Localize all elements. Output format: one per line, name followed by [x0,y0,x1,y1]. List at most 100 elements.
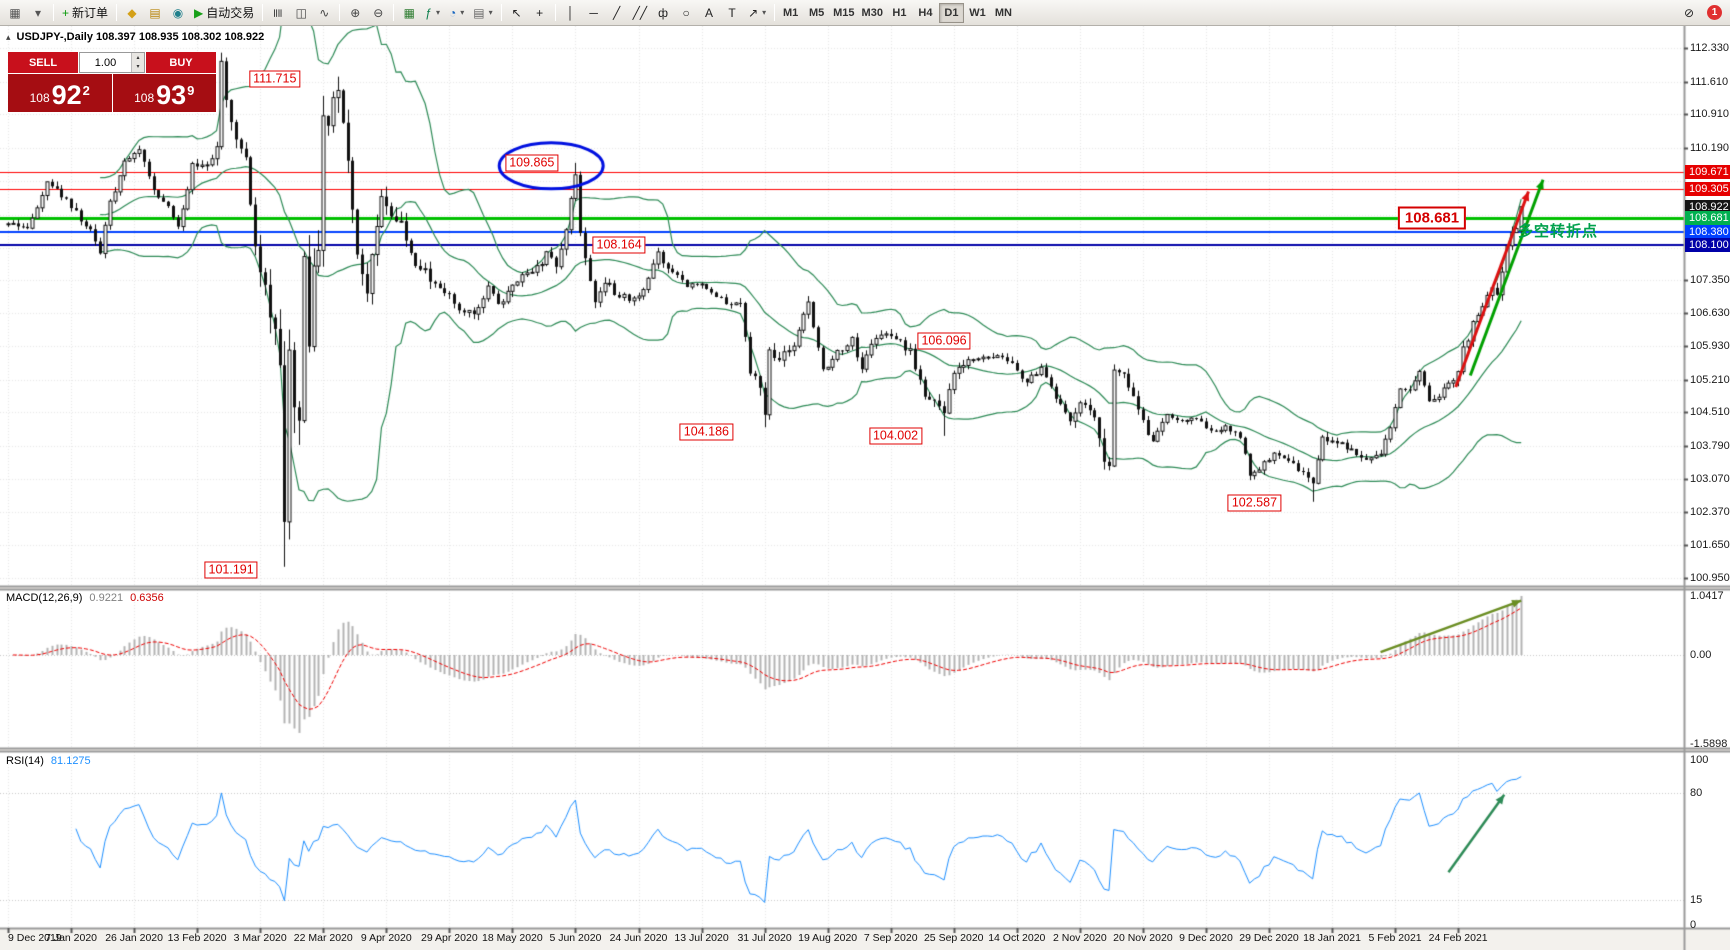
channel-button[interactable]: ╱╱ [629,2,651,23]
toolbar-right: ⊘ 1 [1678,2,1726,23]
timeframe-w1-button[interactable]: W1 [965,3,990,23]
swing-price-label[interactable]: 106.096 [917,332,971,350]
date-axis-label: 26 Jan 2020 [105,932,163,944]
price-axis-marker: 109.305 [1685,182,1730,196]
swing-price-label[interactable]: 109.865 [505,154,559,172]
vertical-line-button[interactable]: │ [560,2,582,23]
ask-prefix: 108 [134,91,155,105]
toolbar-separator [116,4,118,21]
date-axis-label: 7 Sep 2020 [863,932,918,944]
new-chart-button[interactable]: ▦ [4,2,26,23]
text-label-icon: T [728,5,736,20]
price-axis-label: 107.350 [1690,273,1730,286]
sell-price-button[interactable]: 108 92 2 [8,74,112,112]
new-order-button[interactable]: + 新订单 [58,2,112,23]
zoom-in-button[interactable]: ⊕ [344,2,366,23]
line-chart-button[interactable]: ∿ [313,2,335,23]
rsi-value: 81.1275 [50,755,91,767]
price-axis-label: 100.950 [1690,572,1730,584]
symbol-info-line: ▴ USDJPY-,Daily 108.397 108.935 108.302 … [6,31,264,43]
buy-button[interactable]: BUY [146,52,216,73]
annotation-text[interactable]: 多空转折点 [1518,223,1599,240]
cursor-button[interactable]: ↖ [506,2,528,23]
templates-button[interactable]: ▤ ▾ [469,2,496,23]
tile-windows-button[interactable]: ▦ [398,2,420,23]
timeframe-d1-button[interactable]: D1 [938,2,964,23]
price-axis-label: 110.190 [1690,141,1729,154]
swing-price-label[interactable]: 104.186 [679,423,733,441]
chart-window: ▴ USDJPY-,Daily 108.397 108.935 108.302 … [0,26,1730,950]
price-axis-label: 105.210 [1690,373,1730,386]
timeframe-mn-button[interactable]: MN [991,3,1016,23]
indicator-axis-label: 0.00 [1690,649,1712,661]
indicator-axis-label: 0 [1690,919,1697,931]
indicator-axis-label: 1.0417 [1690,590,1724,602]
shapes-button[interactable]: ○ [675,2,697,23]
volume-input[interactable] [80,53,131,72]
zoom-out-icon: ⊖ [373,5,384,20]
date-axis-label: 13 Jul 2020 [674,932,729,944]
macd-signal-value: 0.6356 [130,592,164,604]
rsi-indicator-label: RSI(14) 81.1275 [6,755,91,767]
new-order-label: 新订单 [72,6,109,20]
swing-price-label[interactable]: 102.587 [1227,494,1282,512]
trendline-button[interactable]: ╱ [606,2,628,23]
autotrading-button[interactable]: ▶ 自动交易 [190,2,258,23]
zoom-out-button[interactable]: ⊖ [367,2,389,23]
arrows-button[interactable]: ↗ ▾ [744,2,770,23]
notification-badge[interactable]: 1 [1707,5,1722,20]
rsi-name: RSI(14) [6,755,44,767]
price-axis-marker: 108.380 [1685,225,1730,239]
one-click-trading-panel: SELL ▴ ▾ BUY 108 92 2 108 [8,52,216,112]
profiles-button[interactable]: ▤ [144,2,166,23]
timeframe-m30-button[interactable]: M30 [859,3,886,23]
swing-price-label[interactable]: 104.002 [868,427,923,445]
timeframe-toolbar: M1 M5 M15 M30 H1 H4 D1 W1 MN [778,2,1016,23]
price-axis-marker: 109.671 [1685,165,1730,179]
metaeditor-button[interactable]: ◆ [121,2,143,23]
date-axis-label: 22 Mar 2020 [293,932,353,944]
price-chart-canvas[interactable] [0,26,1730,950]
date-axis-label: 24 Jun 2020 [609,932,668,944]
price-axis-label: 112.330 [1690,42,1729,54]
key-level-label[interactable]: 108.681 [1397,206,1467,230]
fibonacci-button[interactable]: ф [652,2,674,23]
sell-button[interactable]: SELL [8,52,78,73]
buy-price-button[interactable]: 108 93 9 [112,74,216,112]
zoom-in-icon: ⊕ [350,5,361,20]
timeframe-h1-button[interactable]: H1 [887,3,912,23]
swing-price-label[interactable]: 108.164 [592,236,646,254]
swing-price-label[interactable]: 111.715 [249,70,301,88]
text-label-button[interactable]: T [721,2,743,23]
tile-windows-icon: ▦ [403,5,415,20]
toolbar-separator [774,4,776,21]
date-axis-label: 18 Jan 2021 [1303,932,1361,944]
oneclick-collapse-icon[interactable]: ▴ [6,31,11,42]
timeframe-m15-button[interactable]: M15 [830,3,857,23]
horizontal-line-button[interactable]: ─ [583,2,605,23]
periods-icon: ◔ [448,5,457,20]
timeframe-m5-button[interactable]: M5 [804,3,829,23]
bar-chart-button[interactable]: ≣ [267,2,289,23]
timeframe-h4-button[interactable]: H4 [913,3,938,23]
price-axis-label: 111.610 [1690,75,1729,88]
date-axis-label: 14 Oct 2020 [988,932,1046,944]
chart-list-button[interactable]: ▾ [27,2,49,23]
volume-decrease-button[interactable]: ▾ [132,62,144,72]
crosshair-icon: + [536,5,544,20]
timeframe-m1-button[interactable]: M1 [778,3,803,23]
toolbar-separator [500,4,502,21]
text-button[interactable]: A [698,2,720,23]
price-axis-label: 101.650 [1690,539,1730,552]
swing-price-label[interactable]: 101.191 [204,561,258,579]
data-window-button[interactable]: ◉ [167,2,189,23]
arrows-icon: ↗ [748,5,759,20]
periods-button[interactable]: ◔ ▾ [445,2,468,23]
indicators-button[interactable]: ƒ ▾ [421,2,444,23]
search-button[interactable]: ⊘ [1678,2,1700,23]
volume-increase-button[interactable]: ▴ [132,53,144,63]
profiles-icon: ▤ [149,5,161,20]
candlestick-chart-button[interactable]: ◫ [290,2,312,23]
price-axis-marker: 108.922 [1685,200,1730,214]
crosshair-button[interactable]: + [529,2,551,23]
